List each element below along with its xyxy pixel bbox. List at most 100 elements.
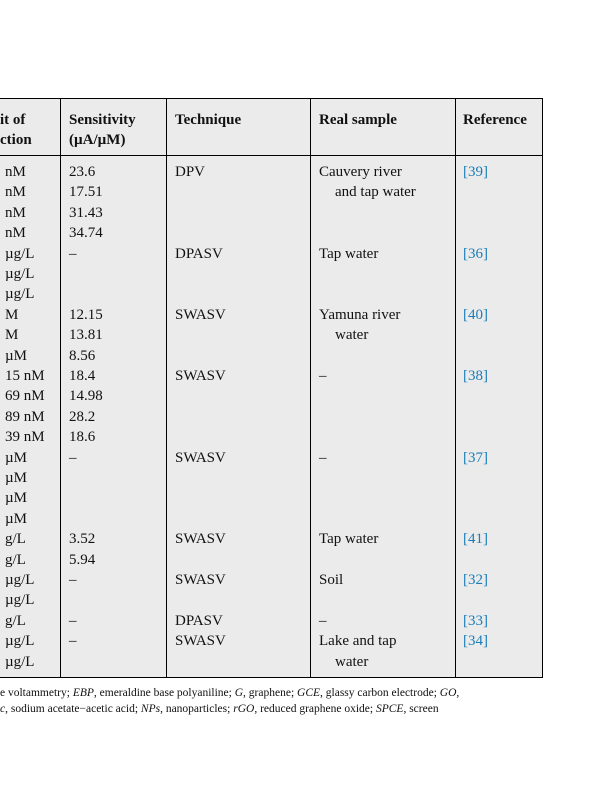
column-rule xyxy=(310,99,311,677)
reference-cell: [34] xyxy=(463,633,488,650)
sensitivity-cell: – xyxy=(69,449,77,466)
technique-cell: DPV xyxy=(175,164,206,180)
lod-cell: M xyxy=(5,306,19,323)
lod-cell: µg/L xyxy=(5,592,35,609)
technique-cell: DPASV xyxy=(175,612,223,629)
sensitivity-cell: – xyxy=(69,612,77,629)
footnote-text: GO xyxy=(439,687,457,699)
header-cell: ction xyxy=(0,132,32,148)
footnote-text: rGO xyxy=(233,703,255,715)
reference-cell: [37] xyxy=(463,449,488,466)
footnote-text: e voltammetry; xyxy=(0,687,73,699)
header-cell: it of xyxy=(0,112,26,128)
lod-cell: µg/L xyxy=(5,572,35,588)
footnote-line: c, sodium acetate−acetic acid; NPs, nano… xyxy=(0,703,439,715)
lod-cell: µg/L xyxy=(5,286,35,303)
real-sample-cell: – xyxy=(319,368,327,384)
lod-cell: µM xyxy=(5,490,27,507)
technique-cell: SWASV xyxy=(175,368,226,384)
lod-cell: 89 nM xyxy=(5,408,45,425)
footnote-text: , glassy carbon electrode; xyxy=(320,687,440,699)
footnote-text: , emeraldine base polyaniline; xyxy=(93,687,235,699)
real-sample-cell: Lake and tap xyxy=(319,633,397,650)
sensitivity-cell: – xyxy=(69,633,77,650)
real-sample-cell: Cauvery river xyxy=(319,164,402,180)
lod-cell: µM xyxy=(5,347,27,364)
technique-cell: DPASV xyxy=(175,245,223,262)
real-sample-cell: Soil xyxy=(319,572,344,588)
lod-cell: 69 nM xyxy=(5,388,45,405)
lod-cell: M xyxy=(5,327,19,344)
footnote-text: , xyxy=(456,687,460,699)
lod-cell: µg/L xyxy=(5,633,35,650)
footnote-text: SPCE xyxy=(375,703,404,715)
sensitivity-cell: 3.52 xyxy=(69,531,96,548)
footnote-text: , sodium acetate−acetic acid; xyxy=(5,703,141,715)
technique-cell: SWASV xyxy=(175,572,226,588)
sensitivity-cell: 5.94 xyxy=(69,551,96,568)
lod-cell: µM xyxy=(5,449,27,466)
column-rule xyxy=(455,99,456,677)
lod-cell: µM xyxy=(5,470,27,486)
lod-cell: g/L xyxy=(5,531,26,548)
header-cell: (µA/µM) xyxy=(69,132,126,148)
table xyxy=(0,98,543,678)
technique-cell: SWASV xyxy=(175,306,226,323)
real-sample-cell: and tap water xyxy=(335,184,416,201)
reference-cell: [39] xyxy=(463,164,488,180)
sensitivity-cell: 18.6 xyxy=(69,429,96,446)
header-cell: Sensitivity xyxy=(69,112,136,128)
technique-cell: SWASV xyxy=(175,633,226,650)
real-sample-cell: Tap water xyxy=(319,245,379,262)
real-sample-cell: water xyxy=(335,327,369,344)
sensitivity-cell: 14.98 xyxy=(69,388,103,405)
sensitivity-cell: – xyxy=(69,572,77,588)
sensitivity-cell: 13.81 xyxy=(69,327,103,344)
footnote-text: NPs xyxy=(140,703,161,715)
lod-cell: nM xyxy=(5,184,26,201)
footnote-text: , screen xyxy=(403,703,439,715)
lod-cell: µg/L xyxy=(5,245,35,262)
real-sample-cell: water xyxy=(335,653,369,670)
reference-cell: [41] xyxy=(463,531,488,548)
sensitivity-cell: 23.6 xyxy=(69,164,96,180)
reference-cell: [32] xyxy=(463,572,488,588)
real-sample-cell: – xyxy=(319,449,327,466)
footnote-text: G xyxy=(234,687,244,699)
sensitivity-cell: 18.4 xyxy=(69,368,96,384)
real-sample-cell: Yamuna river xyxy=(319,306,401,323)
real-sample-cell: – xyxy=(319,612,327,629)
technique-cell: SWASV xyxy=(175,531,226,548)
footnote-text: , graphene; xyxy=(243,687,298,699)
header-cell: Real sample xyxy=(319,112,397,128)
lod-cell: g/L xyxy=(5,551,26,568)
reference-cell: [36] xyxy=(463,245,488,262)
sensitivity-cell: 17.51 xyxy=(69,184,103,201)
lod-cell: µg/L xyxy=(5,266,35,282)
lod-cell: 15 nM xyxy=(5,368,45,384)
header-cell: Technique xyxy=(175,112,242,128)
lod-cell: g/L xyxy=(5,612,26,629)
lod-cell: 39 nM xyxy=(5,429,45,446)
sensitivity-cell: 31.43 xyxy=(69,204,103,221)
sensitivity-cell: 28.2 xyxy=(69,408,96,425)
reference-cell: [33] xyxy=(463,612,488,629)
sensitivity-cell: – xyxy=(69,245,77,262)
lod-cell: nM xyxy=(5,164,26,180)
lod-cell: nM xyxy=(5,204,26,221)
footnote-text: GCE xyxy=(297,687,321,699)
sensitivity-cell: 34.74 xyxy=(69,225,103,242)
reference-cell: [40] xyxy=(463,306,488,323)
column-rule xyxy=(60,99,61,677)
technique-cell: SWASV xyxy=(175,449,226,466)
reference-cell: [38] xyxy=(463,368,488,384)
header-rule xyxy=(0,155,542,156)
footnote-text: , nanoparticles; xyxy=(160,703,234,715)
lod-cell: nM xyxy=(5,225,26,242)
real-sample-cell: Tap water xyxy=(319,531,379,548)
sensitivity-cell: 12.15 xyxy=(69,306,103,323)
lod-cell: µg/L xyxy=(5,653,35,670)
lod-cell: µM xyxy=(5,510,27,527)
footnote-line: e voltammetry; EBP, emeraldine base poly… xyxy=(0,687,459,699)
